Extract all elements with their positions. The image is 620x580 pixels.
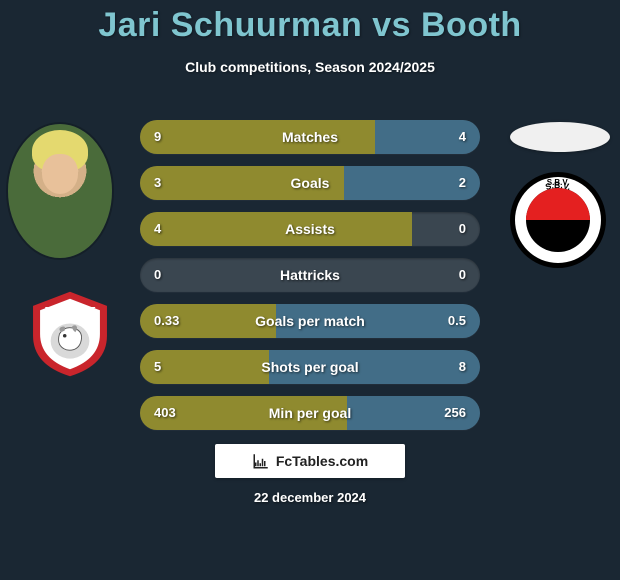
comparison-chart: 94Matches 32Goals 40Assists 00Hattricks 0.33… [140, 120, 480, 442]
stat-row: 00Hattricks [140, 258, 480, 292]
page-subtitle: Club competitions, Season 2024/2025 [0, 59, 620, 75]
stat-row: 58Shots per goal [140, 350, 480, 384]
svg-text:DORDRECHT: DORDRECHT [45, 306, 96, 315]
chart-icon [252, 452, 270, 470]
club-left-crest: DORDRECHT [26, 290, 114, 378]
stat-row: 40Assists [140, 212, 480, 246]
stat-label: Goals [140, 166, 480, 200]
svg-text:S.B.V.: S.B.V. [547, 178, 569, 187]
brand-badge[interactable]: FcTables.com [215, 444, 405, 478]
stat-label: Min per goal [140, 396, 480, 430]
stat-row: 32Goals [140, 166, 480, 200]
stat-row: 403256Min per goal [140, 396, 480, 430]
stat-label: Matches [140, 120, 480, 154]
stat-label: Goals per match [140, 304, 480, 338]
page-title: Jari Schuurman vs Booth [0, 0, 620, 45]
player-left-avatar [8, 124, 112, 258]
stat-label: Assists [140, 212, 480, 246]
club-right-crest: S.B.V. S.B.V. EXCELSIOR EXCELSIOR . [508, 170, 608, 270]
stat-label: Hattricks [140, 258, 480, 292]
stat-row: 0.330.5Goals per match [140, 304, 480, 338]
stat-label: Shots per goal [140, 350, 480, 384]
footer-date: 22 december 2024 [0, 490, 620, 505]
stat-row: 94Matches [140, 120, 480, 154]
player-right-avatar [510, 122, 610, 152]
brand-text: FcTables.com [276, 453, 368, 469]
